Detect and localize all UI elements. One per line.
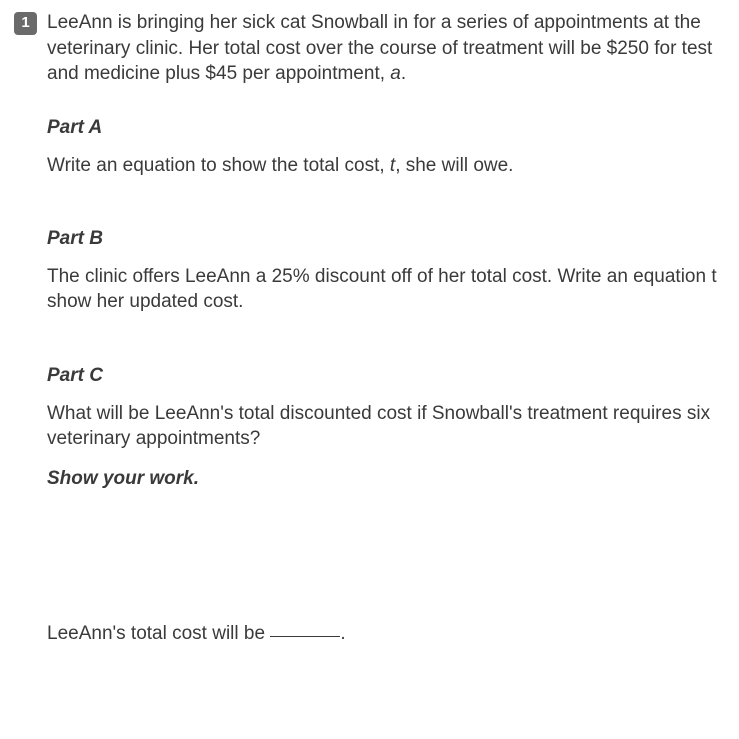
prompt-text-pre: LeeAnn is bringing her sick cat Snowball… bbox=[47, 12, 712, 84]
problem-number-badge: 1 bbox=[14, 12, 37, 35]
answer-blank[interactable] bbox=[270, 618, 340, 637]
problem-content: LeeAnn is bringing her sick cat Snowball… bbox=[47, 10, 739, 646]
answer-text-pre: LeeAnn's total cost will be bbox=[47, 623, 270, 644]
part-c-text: What will be LeeAnn's total discounted c… bbox=[47, 401, 739, 452]
answer-sentence: LeeAnn's total cost will be . bbox=[47, 620, 739, 647]
answer-text-post: . bbox=[340, 623, 345, 644]
problem-block: 1 LeeAnn is bringing her sick cat Snowba… bbox=[14, 10, 739, 646]
prompt-text-post: . bbox=[401, 63, 406, 84]
part-c-label: Part C bbox=[47, 363, 739, 389]
prompt-variable-a: a bbox=[390, 63, 401, 84]
part-b-label: Part B bbox=[47, 226, 739, 252]
part-a-text: Write an equation to show the total cost… bbox=[47, 153, 739, 179]
part-a-text-pre: Write an equation to show the total cost… bbox=[47, 155, 390, 176]
part-a-text-post: , she will owe. bbox=[395, 155, 513, 176]
show-your-work-label: Show your work. bbox=[47, 466, 739, 492]
part-a-label: Part A bbox=[47, 115, 739, 141]
problem-prompt: LeeAnn is bringing her sick cat Snowball… bbox=[47, 10, 739, 87]
problem-number: 1 bbox=[21, 13, 29, 33]
part-b-text: The clinic offers LeeAnn a 25% discount … bbox=[47, 264, 739, 315]
